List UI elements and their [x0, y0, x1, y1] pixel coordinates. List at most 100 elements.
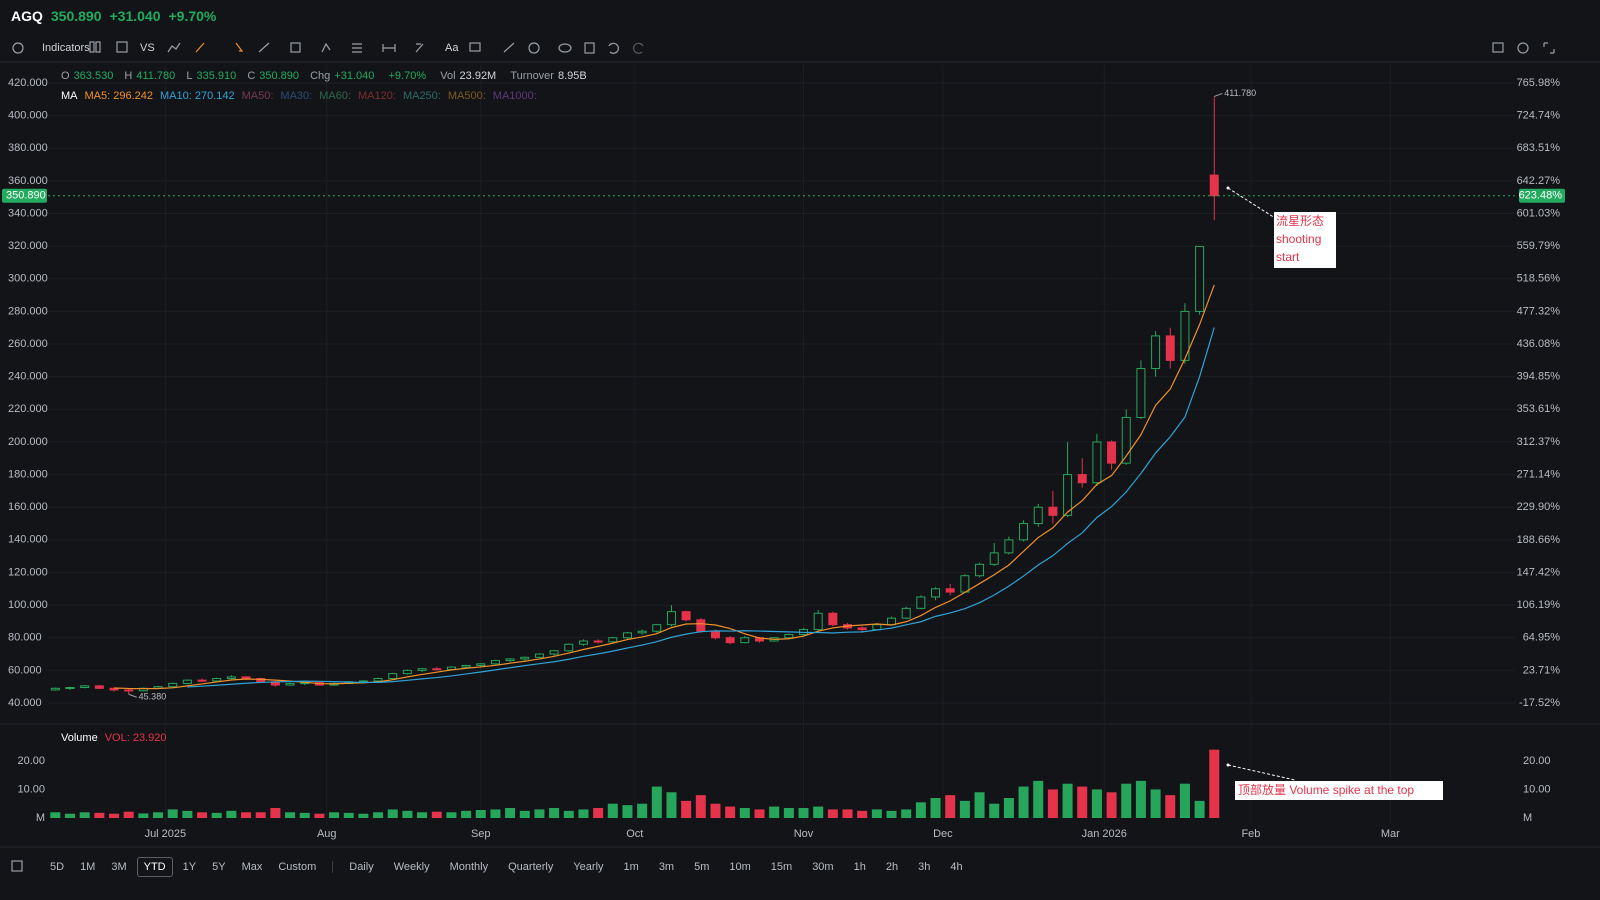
- icon[interactable]: [11, 860, 23, 872]
- y2-tick-label: 642.27%: [1517, 175, 1561, 187]
- header: AGQ 350.890 +31.040 +9.70%: [11, 8, 216, 24]
- y2-tick-label: 147.42%: [1517, 566, 1561, 578]
- interval-button[interactable]: 30m: [812, 861, 834, 873]
- interval-button[interactable]: 15m: [770, 861, 793, 873]
- candle-body: [1121, 416, 1131, 464]
- range-button[interactable]: 1M: [80, 861, 96, 873]
- volume-bar: [1062, 783, 1073, 818]
- text-tool[interactable]: Aa: [445, 42, 459, 54]
- volume-bar: [827, 809, 838, 818]
- range-button[interactable]: 1Y: [182, 861, 197, 873]
- volume-bar: [1150, 789, 1161, 818]
- range-button[interactable]: YTD: [136, 857, 173, 877]
- range-button[interactable]: Max: [241, 861, 263, 873]
- icon[interactable]: [167, 42, 181, 53]
- candle-body: [931, 588, 941, 598]
- y2-tick-label: 394.85%: [1517, 371, 1561, 383]
- icon[interactable]: [503, 42, 515, 53]
- interval-button[interactable]: Daily: [349, 861, 374, 873]
- volume-bar: [402, 810, 413, 818]
- candle-body: [182, 679, 192, 684]
- icon[interactable]: [584, 42, 595, 54]
- interval-button[interactable]: 3h: [918, 861, 931, 873]
- x-tick-label: Mar: [1381, 828, 1400, 840]
- volume-bar: [490, 809, 501, 818]
- range-button[interactable]: 3M: [111, 861, 127, 873]
- icon[interactable]: [352, 43, 362, 53]
- candle-body: [417, 668, 427, 671]
- volume-bar: [915, 802, 926, 818]
- interval-button[interactable]: 4h: [950, 861, 963, 873]
- candle-body: [828, 612, 838, 626]
- callout-text: start: [1276, 250, 1300, 264]
- y2-tick-label: 188.66%: [1517, 534, 1561, 546]
- volume-bar: [138, 813, 149, 818]
- icon[interactable]: [1543, 42, 1555, 54]
- candle-body: [1019, 523, 1029, 541]
- interval-button[interactable]: Yearly: [573, 861, 604, 873]
- y2-tick-label: 518.56%: [1517, 273, 1561, 285]
- volume-bar: [974, 792, 985, 818]
- value: 363.530: [73, 70, 114, 82]
- indicators-button[interactable]: Indicators: [42, 42, 90, 54]
- interval-button[interactable]: 1h: [853, 861, 866, 873]
- y-tick-label: 300.000: [8, 273, 48, 285]
- y-tick-label: 40.000: [8, 697, 42, 709]
- interval-button[interactable]: Weekly: [393, 861, 430, 873]
- icon[interactable]: [1492, 42, 1504, 53]
- interval-button[interactable]: 1m: [623, 861, 639, 873]
- interval-button[interactable]: Quarterly: [508, 861, 554, 873]
- price-tag: [2, 188, 47, 203]
- volume-bar: [65, 813, 76, 818]
- icon[interactable]: [12, 42, 24, 54]
- volume-bar: [1033, 780, 1044, 818]
- interval-button[interactable]: 5m: [694, 861, 710, 873]
- y-tick-label: 160.000: [8, 501, 48, 513]
- volume-row: Volume VOL: 23.920: [61, 732, 166, 744]
- interval-button[interactable]: 10m: [729, 861, 751, 873]
- candle-body: [857, 627, 867, 631]
- icon[interactable]: [290, 42, 301, 53]
- icon[interactable]: [528, 42, 540, 54]
- label: Chg: [310, 70, 331, 82]
- y2-tick-label: 106.19%: [1517, 599, 1561, 611]
- icon[interactable]: [382, 44, 396, 52]
- callout-line: [1227, 187, 1276, 219]
- icon[interactable]: [95, 41, 101, 53]
- range-button[interactable]: 5D: [50, 861, 65, 873]
- x-tick-label: Jan 2026: [1082, 828, 1127, 840]
- y-tick-label: 180.000: [8, 468, 48, 480]
- interval-button[interactable]: Monthly: [449, 861, 489, 873]
- interval-button[interactable]: 2h: [885, 861, 899, 873]
- candle-body: [945, 588, 955, 593]
- candle-body: [168, 682, 178, 688]
- icon[interactable]: [633, 42, 644, 54]
- volume-bar: [901, 809, 912, 818]
- icon[interactable]: [258, 42, 270, 53]
- volume-bar: [1209, 749, 1220, 818]
- range-button[interactable]: Custom: [278, 861, 317, 873]
- candle-body: [872, 624, 882, 631]
- interval-button[interactable]: 3m: [658, 861, 675, 873]
- volume-bar: [593, 808, 604, 818]
- volume-bar: [607, 803, 618, 818]
- icon[interactable]: [1517, 42, 1529, 54]
- ohlc-row: O 363.530 H 411.780 L 335.910 C 350.890 Chg +…: [61, 70, 587, 82]
- icon[interactable]: [469, 42, 481, 52]
- ma-item: MA250:: [402, 90, 441, 102]
- icon[interactable]: [89, 41, 95, 53]
- price-tag-label: 350.890: [6, 190, 46, 202]
- icon[interactable]: [558, 43, 572, 53]
- icon[interactable]: [116, 41, 128, 53]
- icon[interactable]: [321, 42, 331, 53]
- y2-tick-label: 436.08%: [1517, 338, 1561, 350]
- range-button[interactable]: 5Y: [212, 861, 226, 873]
- vs-button[interactable]: VS: [140, 42, 155, 54]
- volume-bar: [930, 798, 941, 818]
- icon[interactable]: [235, 42, 244, 52]
- icon[interactable]: [415, 43, 424, 53]
- value: 350.890: [259, 70, 300, 82]
- icon[interactable]: [195, 42, 205, 53]
- icon[interactable]: [608, 42, 619, 54]
